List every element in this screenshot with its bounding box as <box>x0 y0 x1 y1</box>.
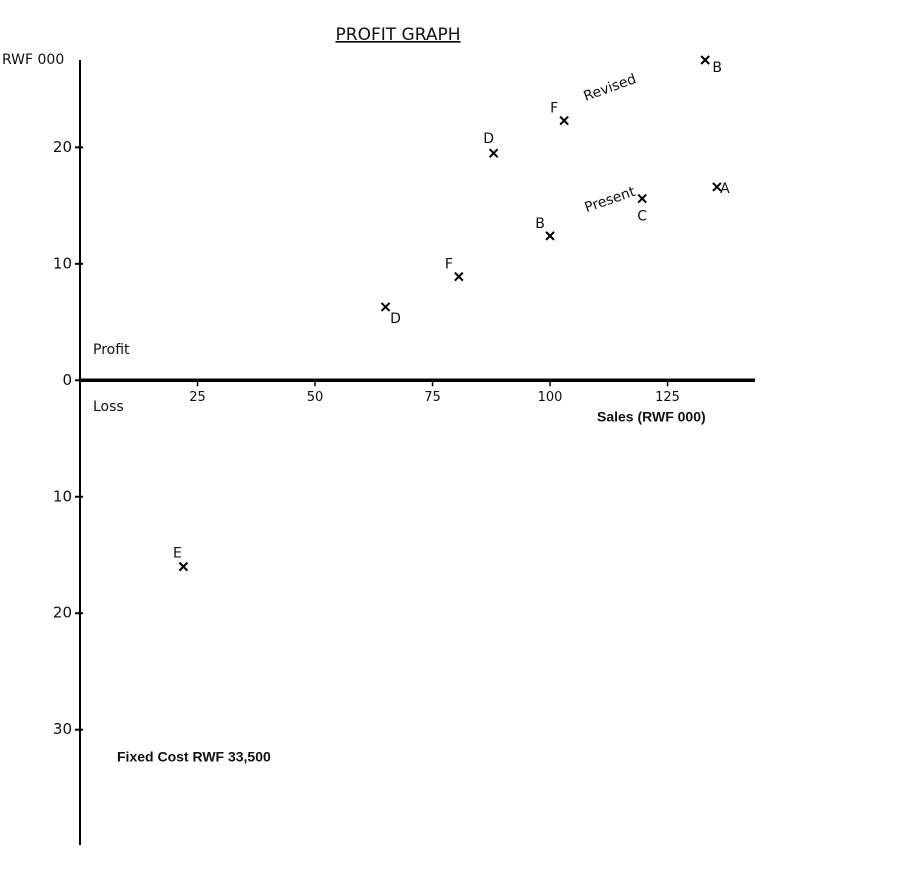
y-axis-label: RWF 000 <box>2 52 64 68</box>
x-tick-label: 75 <box>424 390 441 405</box>
series-name: Revised <box>582 71 639 105</box>
point-label: B <box>535 216 545 232</box>
point-marker <box>712 182 722 192</box>
y-tick-label: 10 <box>53 254 72 272</box>
point-marker <box>637 193 647 204</box>
y-tick-label: 20 <box>53 138 72 156</box>
annotation: Loss <box>93 399 124 415</box>
point-marker <box>700 55 710 65</box>
x-tick-label: 125 <box>655 390 680 405</box>
point-marker <box>559 115 569 126</box>
series-name: Present <box>583 184 638 216</box>
x-tick-label: 50 <box>307 390 324 405</box>
point-marker <box>380 302 391 312</box>
point-marker <box>545 231 555 241</box>
point-label: D <box>483 131 494 147</box>
y-tick-label: 10 <box>53 487 72 505</box>
point-label: F <box>445 257 453 273</box>
chart-title: PROFIT GRAPH <box>336 25 461 45</box>
annotation: Profit <box>93 342 130 358</box>
point-label: A <box>720 181 730 197</box>
annotation: Fixed Cost RWF 33,500 <box>117 749 271 765</box>
y-tick-label: 30 <box>53 720 72 738</box>
point-label: E <box>173 546 182 562</box>
y-tick-label: 0 <box>62 371 72 389</box>
x-tick-label: 25 <box>189 390 206 405</box>
y-tick-label: 20 <box>53 604 72 622</box>
point-label: D <box>390 311 401 327</box>
point-marker <box>454 271 464 282</box>
x-tick-label: 100 <box>538 390 563 405</box>
point-marker <box>488 148 499 158</box>
point-label: F <box>550 101 558 117</box>
point-label: C <box>637 209 647 225</box>
point-marker <box>178 561 189 572</box>
point-label: B <box>712 60 722 76</box>
x-axis-label: Sales (RWF 000) <box>597 409 706 425</box>
